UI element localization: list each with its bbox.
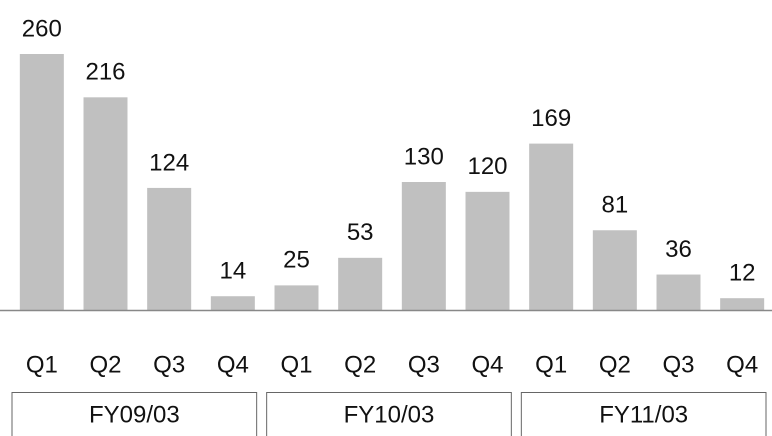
data-label: 124 xyxy=(149,149,189,176)
data-label: 169 xyxy=(531,105,571,132)
data-label: 53 xyxy=(347,219,374,246)
bar xyxy=(147,187,192,310)
bar xyxy=(401,182,446,310)
group-box xyxy=(520,392,767,436)
data-label: 36 xyxy=(665,236,692,263)
data-label: 216 xyxy=(85,59,125,86)
bar xyxy=(592,230,637,310)
x-tick-label: Q2 xyxy=(89,351,121,378)
bar xyxy=(83,97,128,310)
group-box xyxy=(266,392,512,436)
bar xyxy=(720,298,765,310)
group-label: FY09/03 xyxy=(89,401,180,428)
data-label: 81 xyxy=(601,192,628,219)
bar xyxy=(338,257,383,310)
group-box xyxy=(11,392,258,436)
x-tick-label: Q4 xyxy=(217,351,249,378)
x-tick-label: Q4 xyxy=(726,351,758,378)
x-tick-label: Q1 xyxy=(26,351,58,378)
x-tick-label: Q1 xyxy=(280,351,312,378)
group-label: FY11/03 xyxy=(599,401,688,428)
data-label: 14 xyxy=(219,258,246,285)
bar xyxy=(19,54,64,310)
bar xyxy=(274,285,319,310)
bar xyxy=(465,191,510,310)
x-tick-label: Q3 xyxy=(408,351,440,378)
x-tick-label: Q3 xyxy=(153,351,185,378)
x-tick-label: Q1 xyxy=(535,351,567,378)
group-label: FY10/03 xyxy=(344,401,435,428)
data-label: 260 xyxy=(22,15,62,42)
x-tick-label: Q2 xyxy=(344,351,376,378)
x-tick-label: Q3 xyxy=(662,351,694,378)
data-label: 12 xyxy=(729,260,756,287)
bar xyxy=(210,296,255,310)
x-tick-label: Q2 xyxy=(599,351,631,378)
bar xyxy=(656,274,701,310)
bar xyxy=(529,143,574,310)
data-label: 25 xyxy=(283,247,310,274)
data-label: 130 xyxy=(404,143,444,170)
data-label: 120 xyxy=(467,153,507,180)
x-tick-label: Q4 xyxy=(471,351,503,378)
